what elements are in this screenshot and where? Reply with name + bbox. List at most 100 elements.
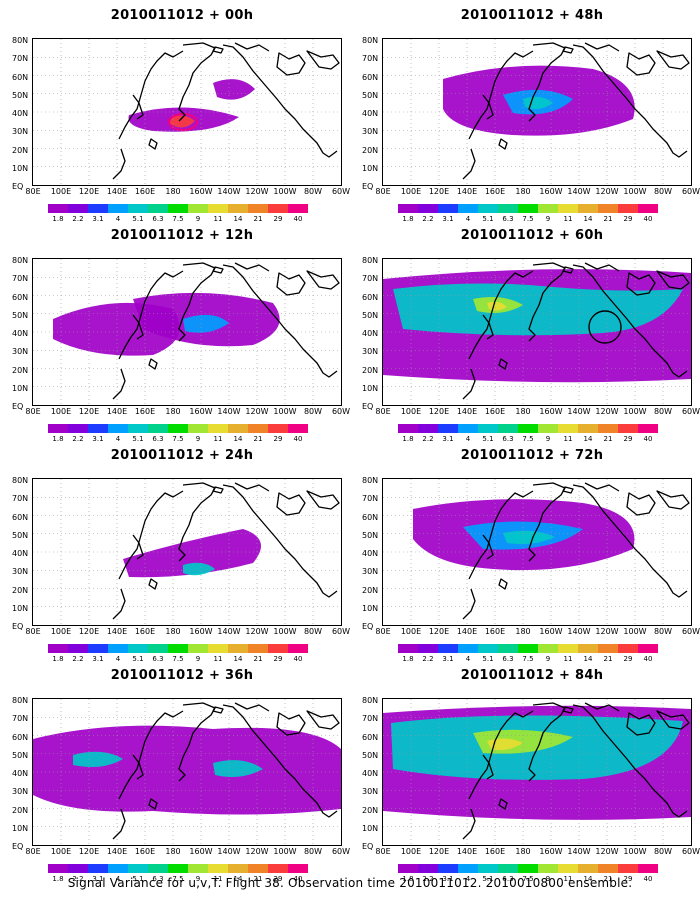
coastline	[308, 134, 338, 158]
colorbar-swatch	[438, 424, 458, 433]
lon-label: 60W	[331, 187, 351, 196]
lat-label: 30N	[12, 127, 29, 137]
colorbar-label: 40	[293, 215, 303, 223]
colorbar-label: 40	[643, 215, 653, 223]
variance-contour	[33, 725, 341, 815]
lon-label: 180	[165, 407, 181, 416]
lat-label: EQ	[362, 842, 374, 851]
lon-label: 100W	[623, 847, 647, 856]
lon-label: 100W	[273, 847, 297, 856]
lat-label: 40N	[362, 769, 379, 778]
coastline	[656, 710, 690, 730]
colorbar	[398, 864, 658, 873]
colorbar-swatch	[108, 644, 128, 653]
coastline	[572, 44, 660, 136]
lon-label: 80E	[25, 187, 41, 196]
coastline	[584, 262, 620, 272]
lat-label: 40N	[12, 109, 29, 118]
variance-contour	[487, 301, 507, 311]
coastline	[528, 262, 566, 342]
map-plot	[382, 258, 692, 406]
lon-label: 160E	[484, 407, 506, 416]
colorbar-label: 5.1	[482, 215, 494, 223]
coastline	[306, 490, 340, 510]
lon-label: 140E	[456, 847, 478, 856]
panel-title: 2010011012 + 72h	[460, 448, 604, 463]
colorbar-label: 4	[465, 435, 471, 443]
colorbar-label: 7.5	[172, 435, 184, 443]
lat-label: EQ	[12, 182, 24, 191]
lon-label: 80W	[653, 407, 673, 416]
colorbar-swatch	[618, 204, 638, 213]
lon-label: 120W	[245, 847, 269, 856]
colorbar-label: 2.2	[72, 655, 84, 663]
variance-contour	[213, 760, 263, 777]
map-plot	[382, 478, 692, 626]
colorbar-swatch	[538, 204, 558, 213]
map-svg	[383, 259, 691, 405]
lon-label: 80E	[25, 407, 41, 416]
coastline	[306, 50, 340, 70]
colorbar-swatch	[618, 424, 638, 433]
lon-label: 140E	[106, 627, 128, 636]
lat-label: EQ	[12, 842, 24, 851]
colorbar-label: 21	[603, 875, 613, 883]
coastline	[462, 368, 476, 400]
lat-label: 70N	[362, 714, 379, 724]
colorbar-swatch	[208, 644, 228, 653]
colorbar-swatch	[578, 424, 598, 433]
lat-label: 60N	[362, 72, 379, 82]
lat-label: 20N	[362, 805, 379, 815]
lon-label: 160E	[134, 847, 156, 856]
variance-contour	[487, 738, 523, 751]
colorbar-label: 6.3	[152, 435, 164, 443]
colorbar-label: 1.8	[52, 875, 64, 883]
colorbar-label: 21	[603, 435, 613, 443]
panel-title: 2010011012 + 24h	[110, 448, 254, 463]
colorbar-swatch	[458, 424, 478, 433]
lon-label: 120W	[595, 187, 619, 196]
coastline	[212, 46, 224, 54]
colorbar-swatch	[168, 204, 188, 213]
coastline	[658, 134, 688, 158]
observation-marker	[588, 310, 622, 344]
lat-label: 70N	[12, 494, 29, 504]
lon-label: 140E	[456, 187, 478, 196]
colorbar-label: 11	[213, 435, 223, 443]
lat-label: 50N	[362, 90, 379, 100]
colorbar-label: 7.5	[522, 215, 534, 223]
colorbar	[398, 644, 658, 653]
colorbar-label: 4	[115, 875, 121, 883]
lon-label: 60W	[331, 847, 351, 856]
lon-label: 120E	[428, 407, 450, 416]
lat-label: 50N	[362, 310, 379, 320]
coastline	[462, 808, 476, 840]
observation-marker	[168, 113, 198, 131]
coastline	[562, 486, 574, 494]
coastline	[482, 754, 494, 780]
colorbar-label: 14	[233, 655, 243, 663]
colorbar	[48, 204, 308, 213]
coastline	[528, 482, 566, 562]
colorbar-label: 5.1	[132, 435, 144, 443]
lon-label: 80E	[25, 847, 41, 856]
coastline	[308, 794, 338, 818]
lat-label: 80N	[362, 256, 379, 265]
lon-label: 60W	[681, 407, 700, 416]
colorbar-swatch	[518, 424, 538, 433]
lon-label: 80W	[303, 847, 323, 856]
coastline	[148, 798, 158, 810]
colorbar-swatch	[558, 424, 578, 433]
lat-label: 70N	[12, 274, 29, 284]
colorbar-label: 3.1	[442, 215, 454, 223]
coastline	[584, 42, 620, 52]
colorbar-label: 14	[233, 435, 243, 443]
coastline	[656, 270, 690, 290]
coastline	[132, 534, 144, 560]
coastline	[212, 266, 224, 274]
colorbar-label: 11	[213, 215, 223, 223]
lat-label: 30N	[12, 787, 29, 797]
colorbar-swatch	[638, 424, 658, 433]
colorbar-swatch	[458, 864, 478, 873]
colorbar-label: 40	[643, 875, 653, 883]
